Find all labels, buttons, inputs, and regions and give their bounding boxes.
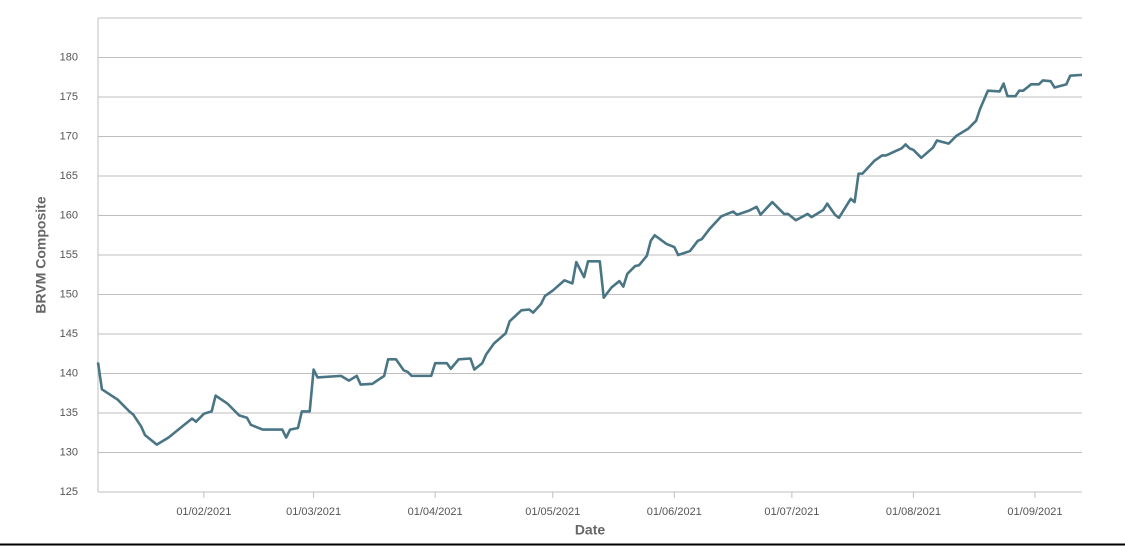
- y-tick-label: 140: [60, 367, 78, 379]
- y-tick-label: 150: [60, 288, 78, 300]
- y-tick-label: 135: [60, 407, 78, 419]
- y-tick-label: 175: [60, 91, 78, 103]
- y-tick-label: 130: [60, 446, 78, 458]
- y-tick-label: 170: [60, 130, 78, 142]
- x-axis-title: Date: [575, 522, 606, 538]
- y-tick-label: 145: [60, 328, 78, 340]
- x-tick-label: 01/03/2021: [286, 506, 341, 518]
- y-tick-label: 165: [60, 170, 78, 182]
- y-axis-title: BRVM Composite: [33, 196, 49, 313]
- x-tick-label: 01/06/2021: [647, 506, 702, 518]
- x-tick-label: 01/05/2021: [525, 506, 580, 518]
- x-tick-label: 01/04/2021: [408, 506, 463, 518]
- x-tick-label: 01/09/2021: [1007, 506, 1062, 518]
- y-tick-label: 155: [60, 249, 78, 261]
- x-tick-label: 01/08/2021: [886, 506, 941, 518]
- y-tick-label: 125: [60, 486, 78, 498]
- data-line: [96, 73, 1083, 446]
- y-tick-label: 180: [60, 51, 78, 63]
- x-tick-label: 01/02/2021: [176, 506, 231, 518]
- y-tick-label: 160: [60, 209, 78, 221]
- x-tick-label: 01/07/2021: [764, 506, 819, 518]
